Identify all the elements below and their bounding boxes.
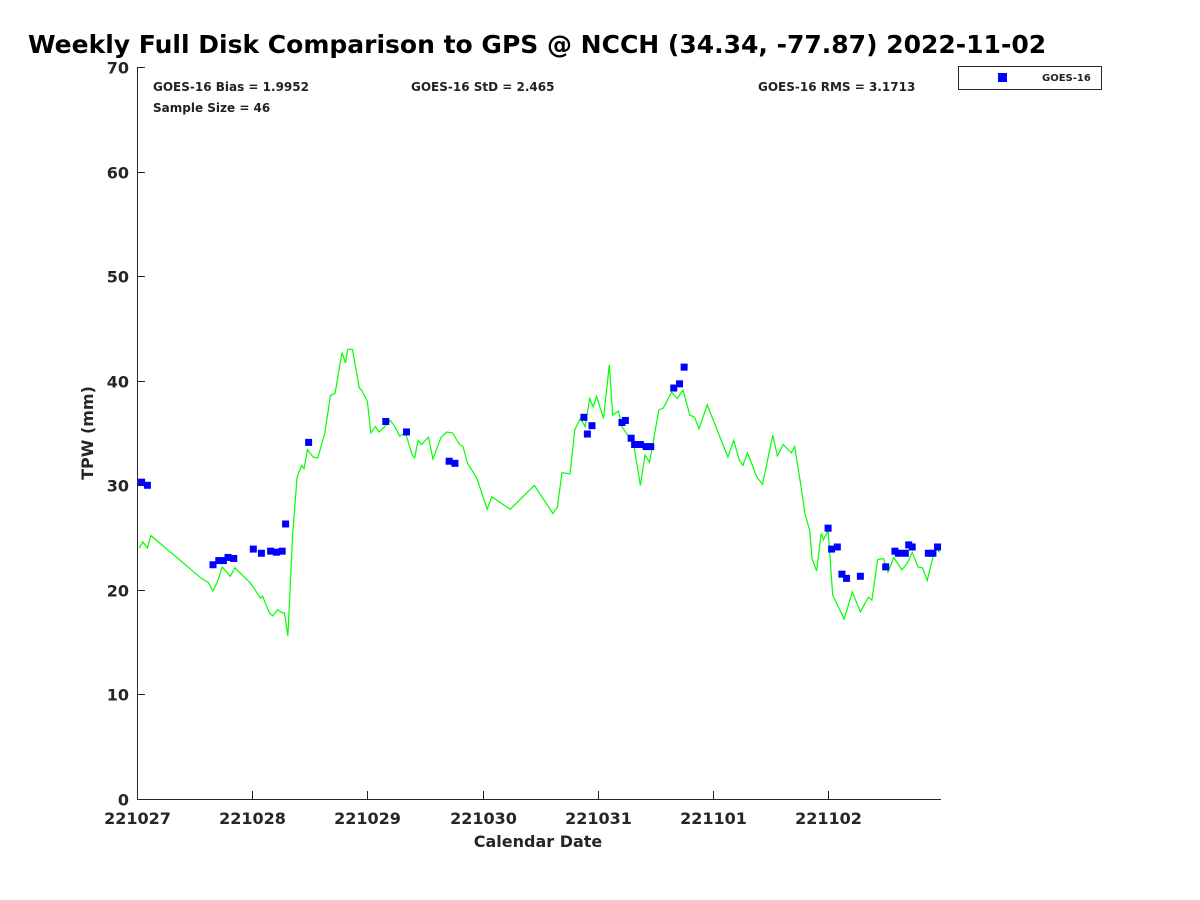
x-tick-label: 221102: [795, 809, 862, 828]
std-stat: GOES-16 StD = 2.465: [411, 80, 554, 94]
goes16-data-point: [636, 441, 644, 449]
y-tick-label: 30: [107, 477, 129, 496]
goes16-data-point: [882, 563, 890, 571]
goes16-data-point: [934, 543, 942, 551]
goes16-data-point: [838, 570, 846, 578]
x-tick-label: 221028: [219, 809, 286, 828]
goes16-data-point: [278, 547, 286, 555]
goes16-data-point: [451, 459, 459, 467]
goes16-data-point: [621, 416, 629, 424]
legend-box: [958, 66, 1102, 90]
y-tick-label: 20: [107, 582, 129, 601]
goes16-data-point: [924, 549, 932, 557]
goes16-data-point: [445, 457, 453, 465]
y-tick-label: 40: [107, 373, 129, 392]
goes16-data-point: [272, 548, 280, 556]
goes16-data-point: [908, 543, 916, 551]
goes16-data-point: [676, 380, 684, 388]
x-tick-label: 221029: [334, 809, 401, 828]
goes16-data-point: [631, 441, 639, 449]
goes16-data-point: [249, 545, 257, 553]
goes16-data-point: [843, 574, 851, 582]
goes16-data-point: [824, 524, 832, 532]
x-axis-label: Calendar Date: [474, 832, 603, 851]
goes16-data-point: [382, 417, 390, 425]
goes16-data-point: [647, 443, 655, 451]
goes16-data-point: [580, 413, 588, 421]
goes16-data-point: [219, 557, 227, 565]
goes16-data-point: [583, 430, 591, 438]
goes16-data-point: [901, 549, 909, 557]
goes16-data-point: [209, 561, 217, 569]
goes16-data-point: [224, 553, 232, 561]
y-tick-label: 50: [107, 268, 129, 287]
goes16-data-point: [230, 554, 238, 562]
goes16-data-point: [642, 443, 650, 451]
goes16-data-point: [138, 478, 146, 486]
axes: 0 10 20 30 40 50 60 70 221027 221028 221029 221030 2…: [104, 59, 941, 828]
goes16-data-point: [143, 481, 151, 489]
goes16-data-point: [215, 557, 223, 565]
y-tick-label: 10: [107, 686, 129, 705]
goes16-data-point: [305, 438, 313, 446]
y-tick-label: 70: [107, 59, 129, 78]
x-tick-label: 221027: [104, 809, 171, 828]
goes16-data-point: [267, 547, 275, 555]
y-tick-label: 60: [107, 164, 129, 183]
x-tick-label: 221030: [450, 809, 517, 828]
legend: GOES-16: [958, 66, 1102, 90]
plot-area: [138, 348, 942, 636]
legend-marker-goes16: [998, 73, 1007, 82]
bias-stat: GOES-16 Bias = 1.9952: [153, 80, 309, 94]
rms-stat: GOES-16 RMS = 3.1713: [758, 80, 915, 94]
legend-label-goes16: GOES-16: [1042, 73, 1091, 84]
x-tick-label: 221101: [680, 809, 747, 828]
goes16-data-point: [588, 422, 596, 430]
goes16-data-point: [282, 520, 290, 528]
goes16-data-point: [856, 572, 864, 580]
goes16-data-point: [680, 363, 688, 371]
goes16-data-point: [894, 549, 902, 557]
x-tick-label: 221031: [565, 809, 632, 828]
y-tick-label: 0: [118, 791, 129, 810]
goes16-data-point: [833, 543, 841, 551]
goes16-data-point: [627, 434, 635, 442]
chart-title: Weekly Full Disk Comparison to GPS @ NCC…: [28, 30, 1047, 59]
goes16-data-point: [929, 549, 937, 557]
goes16-data-point: [828, 545, 836, 553]
goes16-data-point: [403, 428, 411, 436]
y-axis-label: TPW (mm): [78, 386, 97, 480]
goes16-data-point: [257, 549, 265, 557]
goes16-data-point: [670, 384, 678, 392]
gps-series-line: [138, 348, 941, 636]
sample-size-stat: Sample Size = 46: [153, 101, 270, 115]
